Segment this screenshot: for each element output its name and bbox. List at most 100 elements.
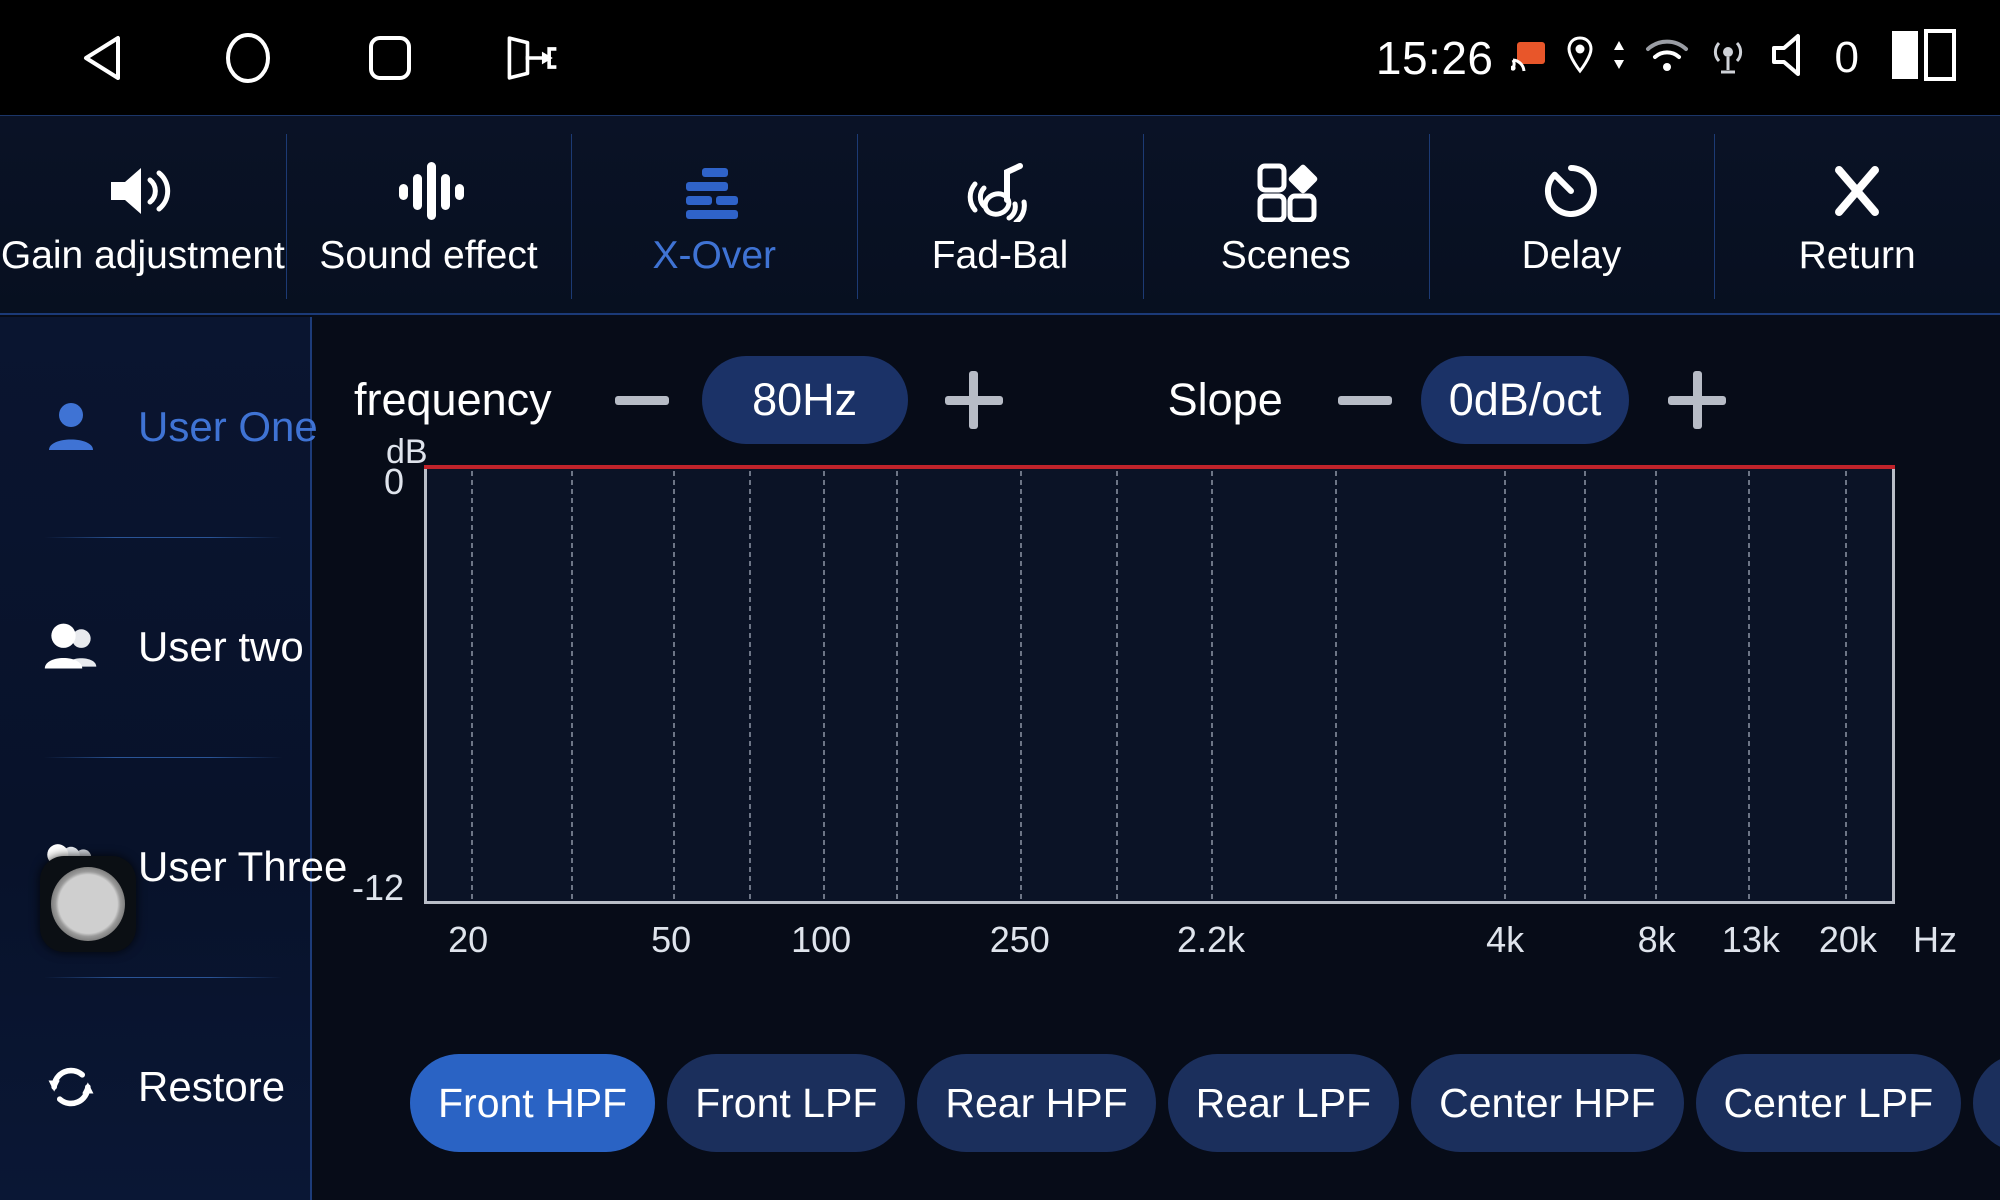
wifi-icon xyxy=(1644,36,1690,79)
tab-label: Sound effect xyxy=(319,234,538,277)
chart-gridline xyxy=(1503,471,1506,899)
filter-chip[interactable]: Front LPF xyxy=(667,1054,906,1152)
x-axis-tick: 250 xyxy=(989,919,1050,960)
sidebar-item-label: User two xyxy=(138,623,304,670)
chart-gridline xyxy=(822,471,825,899)
sidebar-item-user-two[interactable]: User two xyxy=(0,537,310,757)
squares-diamond-icon xyxy=(1248,154,1324,222)
music-note-waves-icon xyxy=(962,154,1038,222)
frequency-increase-button[interactable] xyxy=(928,354,1020,446)
status-icons: 15:26 0 xyxy=(1376,29,1956,86)
chart-gridline xyxy=(1115,471,1118,899)
chart-gridline xyxy=(570,471,573,899)
x-axis-tick: 20 xyxy=(448,919,489,960)
slope-decrease-button[interactable] xyxy=(1319,354,1411,446)
tab-label: Scenes xyxy=(1220,234,1351,277)
x-axis-tick: 50 xyxy=(651,919,692,960)
crossover-controls: frequency 80Hz Slope 0dB/oct xyxy=(314,345,2000,455)
x-axis-tick: 2.2k xyxy=(1176,919,1246,960)
home-icon[interactable] xyxy=(220,30,276,86)
x-axis-tick: 100 xyxy=(791,919,852,960)
chart-gridline xyxy=(749,471,752,899)
touch-pointer-indicator[interactable] xyxy=(40,856,136,952)
timer-icon xyxy=(1533,154,1609,222)
tab-x-over[interactable]: X-Over xyxy=(571,116,857,313)
volume-icon xyxy=(1766,30,1816,85)
tab-label: Fad-Bal xyxy=(931,234,1069,277)
frequency-label: frequency xyxy=(354,374,552,425)
filter-chip[interactable]: Rear HPF xyxy=(917,1054,1156,1152)
plus-icon xyxy=(944,371,1003,429)
filter-chip[interactable]: Front HPF xyxy=(410,1054,656,1152)
user-preset-sidebar: User One User two User Three xyxy=(0,317,347,1200)
tab-gain-adjustment[interactable]: Gain adjustment xyxy=(0,116,286,313)
x-over-panel: frequency 80Hz Slope 0dB/oct xyxy=(314,317,2000,1200)
minus-icon xyxy=(614,395,669,405)
restore-refresh-icon xyxy=(42,1058,100,1116)
cast-icon xyxy=(1509,38,1549,77)
sidebar-item-user-one[interactable]: User One xyxy=(0,317,318,537)
waveform-icon xyxy=(391,154,467,222)
slope-control: Slope 0dB/oct xyxy=(1168,354,1744,446)
minus-icon xyxy=(1337,395,1392,405)
x-axis-tick: 4k xyxy=(1486,919,1525,960)
chart-gridline xyxy=(470,471,473,899)
frequency-value[interactable]: 80Hz xyxy=(701,356,908,444)
x-axis-tick: 13k xyxy=(1721,919,1780,960)
slope-label: Slope xyxy=(1167,374,1283,425)
filter-chip[interactable]: Center LPF xyxy=(1695,1054,1962,1152)
touch-pointer-circle xyxy=(51,867,125,941)
sidebar-item-label: User One xyxy=(138,403,318,450)
tab-delay[interactable]: Delay xyxy=(1428,116,1715,313)
chart-gridline xyxy=(1584,471,1587,899)
slope-value[interactable]: 0dB/oct xyxy=(1420,356,1630,444)
mode-tab-bar: Gain adjustment Sound effect xyxy=(0,115,2000,315)
location-pin-icon xyxy=(1566,35,1594,80)
plus-icon xyxy=(1668,371,1727,429)
sidebar-item-label: User Three xyxy=(138,843,348,890)
tab-scenes[interactable]: Scenes xyxy=(1142,116,1429,313)
back-icon[interactable] xyxy=(78,30,134,86)
y-axis-tick: 0 xyxy=(383,461,404,502)
two-users-icon xyxy=(42,618,100,676)
frequency-decrease-button[interactable] xyxy=(596,354,688,446)
exit-icon[interactable] xyxy=(504,30,560,86)
chart-plot-area xyxy=(424,465,1895,904)
chart-gridline xyxy=(1748,471,1751,899)
tab-label: X-Over xyxy=(652,234,777,277)
chart-gridline xyxy=(1210,471,1213,899)
zero-db-response-line xyxy=(424,465,1895,469)
y-axis-tick: -12 xyxy=(351,867,404,908)
transfer-arrows-icon xyxy=(1611,35,1627,80)
speaker-waves-icon xyxy=(105,154,181,222)
chart-gridline xyxy=(1020,471,1023,899)
filter-channel-chips: Front HPF Front LPF Rear HPF Rear LPF Center… xyxy=(410,1054,2000,1152)
y-axis-unit-label: dB xyxy=(386,433,428,471)
sidebar-item-restore[interactable]: Restore xyxy=(0,977,310,1197)
tab-fad-bal[interactable]: Fad-Bal xyxy=(857,116,1143,313)
filter-chip[interactable]: Subwoofer.. xyxy=(1973,1054,2000,1152)
broadcast-icon xyxy=(1707,34,1749,81)
x-axis-tick: 20k xyxy=(1818,919,1877,960)
tab-label: Gain adjustment xyxy=(0,234,285,277)
x-axis-unit-label: Hz xyxy=(1913,919,1957,960)
filter-chip[interactable]: Center HPF xyxy=(1411,1054,1684,1152)
status-clock: 15:26 xyxy=(1375,31,1494,84)
filter-chip[interactable]: Rear LPF xyxy=(1167,1054,1400,1152)
tab-return[interactable]: Return xyxy=(1714,116,2000,313)
single-user-icon xyxy=(42,398,100,456)
tab-sound-effect[interactable]: Sound effect xyxy=(285,116,572,313)
equalizer-bars-icon xyxy=(676,154,752,222)
recents-icon[interactable] xyxy=(362,30,418,86)
chart-gridline xyxy=(1335,471,1338,899)
split-screen-icon xyxy=(1890,29,1956,86)
navigation-bar xyxy=(78,30,560,86)
crossover-response-chart: dB 0 -12 20 50 100 250 2.2k 4k 8k 13k 20k Hz xyxy=(314,433,2000,1087)
chart-gridline xyxy=(673,471,676,899)
x-axis-tick: 8k xyxy=(1637,919,1676,960)
volume-level: 0 xyxy=(1834,32,1859,82)
tab-label: Return xyxy=(1798,234,1916,277)
status-bar: 15:26 0 xyxy=(0,0,2000,115)
slope-increase-button[interactable] xyxy=(1651,354,1743,446)
